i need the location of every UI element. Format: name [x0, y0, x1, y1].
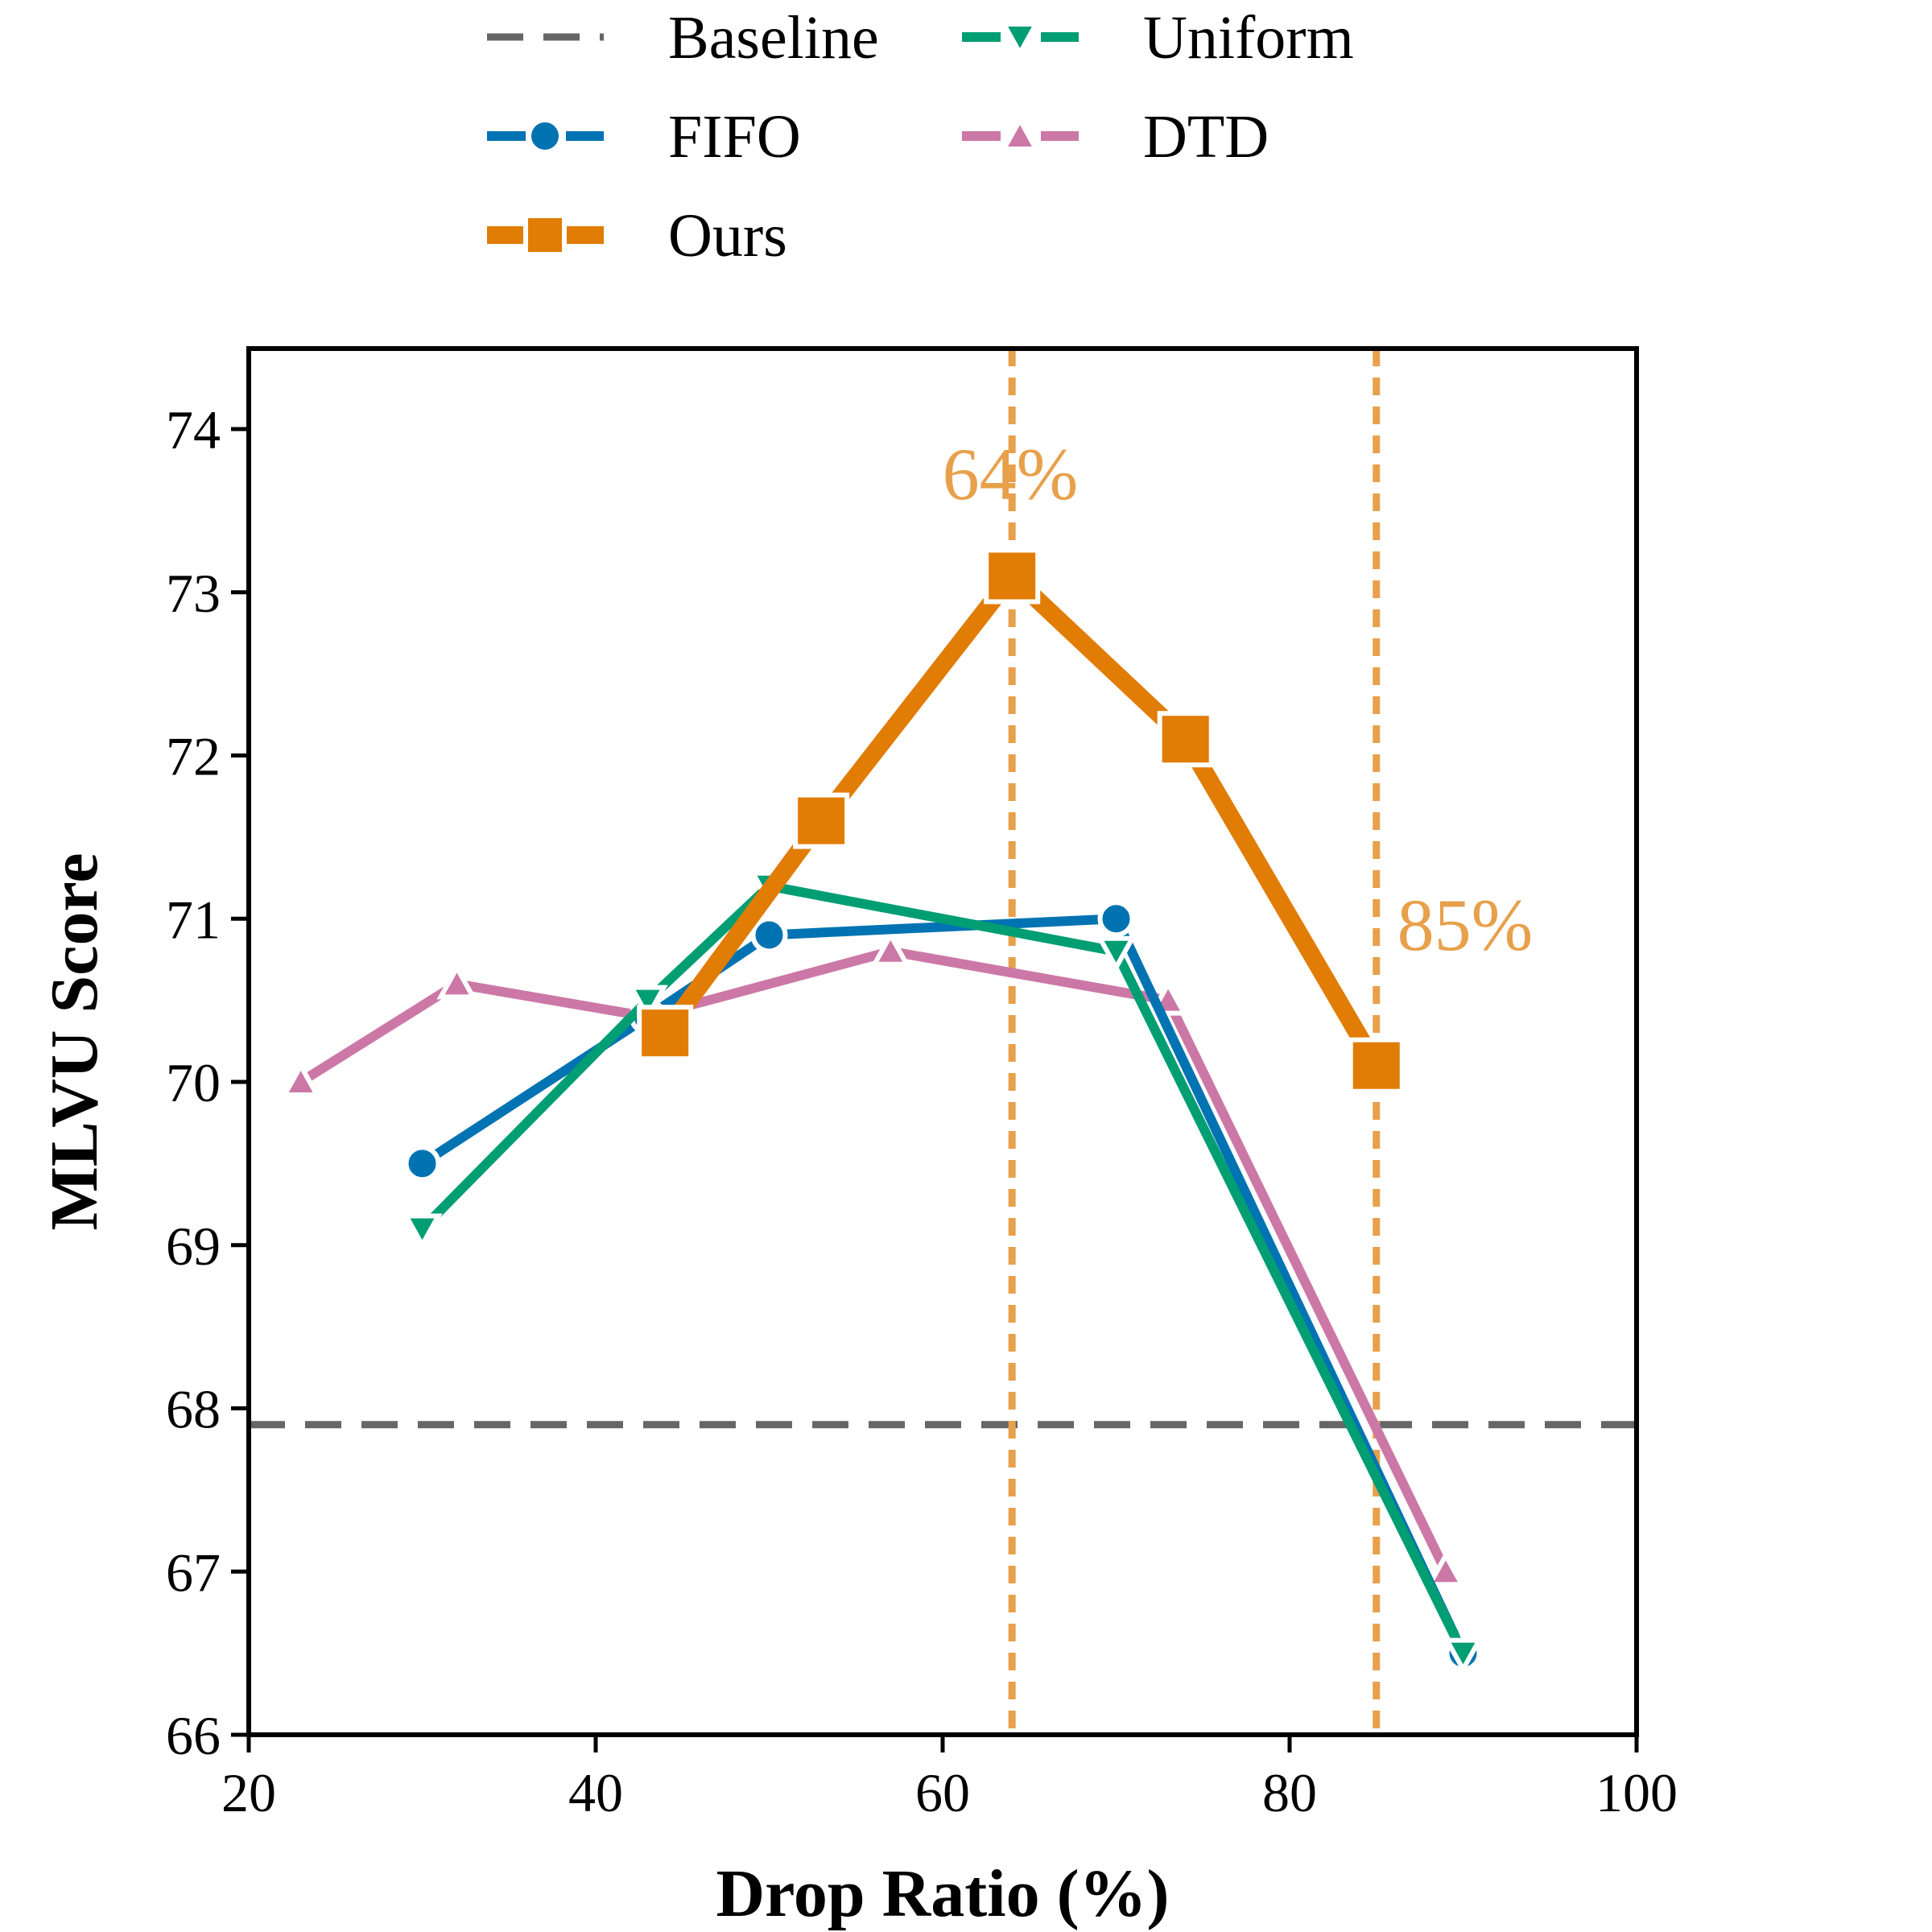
legend-marker [526, 118, 564, 155]
x-axis-label: Drop Ratio (%) [716, 1856, 1169, 1931]
x-tick-label: 20 [221, 1762, 276, 1823]
legend-item-dtd: DTD [962, 103, 1269, 171]
series-line-dtd [298, 946, 1451, 1574]
y-axis-label: MLVU Score [37, 853, 112, 1231]
data-point-ours [1348, 1037, 1405, 1094]
data-point-ours [1157, 711, 1214, 768]
data-point-ours [793, 792, 850, 849]
x-tick-label: 80 [1262, 1762, 1317, 1823]
y-tick-label: 69 [166, 1216, 221, 1277]
y-tick-label: 67 [166, 1542, 221, 1603]
data-point-dtd [1425, 1550, 1467, 1587]
legend-item-ours: Ours [487, 202, 787, 270]
legend-label: Baseline [668, 4, 879, 72]
legend-item-baseline: Baseline [487, 4, 879, 72]
legend-marker [523, 213, 567, 257]
y-tick-label: 72 [166, 726, 221, 787]
legend-label: Uniform [1143, 4, 1354, 72]
x-tick-label: 40 [568, 1762, 623, 1823]
data-point-uniform [1096, 935, 1137, 972]
data-point-uniform [627, 985, 668, 1022]
legend-label: DTD [1143, 103, 1269, 171]
plot-area: 64% 85% [249, 349, 1637, 1735]
legend-marker [999, 114, 1041, 151]
axis-ticks: 20 40 60 80 100 66 67 68 69 70 71 72 73 74 [166, 399, 1678, 1823]
legend-label: FIFO [668, 103, 801, 171]
data-point-dtd [436, 963, 477, 1000]
legend-label: Ours [668, 202, 787, 270]
legend: Baseline FIFO Ours Uniform DTD [487, 4, 1354, 270]
data-point-fifo [750, 916, 788, 954]
legend-item-fifo: FIFO [487, 103, 801, 171]
y-tick-label: 73 [166, 563, 221, 624]
series-fifo [403, 900, 1482, 1672]
y-tick-label: 66 [166, 1705, 221, 1766]
x-tick-label: 100 [1596, 1762, 1678, 1823]
x-tick-label: 60 [915, 1762, 970, 1823]
data-point-fifo [1097, 900, 1135, 938]
data-point-dtd [870, 930, 911, 967]
data-point-ours [984, 547, 1041, 605]
series-uniform [402, 870, 1484, 1674]
series-ours [637, 547, 1405, 1094]
vline-label: 64% [943, 433, 1079, 515]
data-point-uniform [402, 1213, 443, 1250]
vline-label: 85% [1397, 884, 1534, 966]
y-tick-label: 71 [166, 889, 221, 950]
legend-marker [999, 22, 1041, 59]
data-point-uniform [1443, 1637, 1484, 1674]
data-point-ours [637, 1005, 694, 1062]
data-point-fifo [403, 1145, 441, 1183]
series-line-ours [658, 563, 1385, 1071]
legend-item-uniform: Uniform [962, 4, 1354, 72]
y-tick-label: 68 [166, 1379, 221, 1440]
series-dtd [280, 930, 1467, 1587]
y-tick-label: 74 [166, 399, 221, 460]
data-point-dtd [280, 1060, 321, 1097]
y-tick-label: 70 [166, 1052, 221, 1113]
